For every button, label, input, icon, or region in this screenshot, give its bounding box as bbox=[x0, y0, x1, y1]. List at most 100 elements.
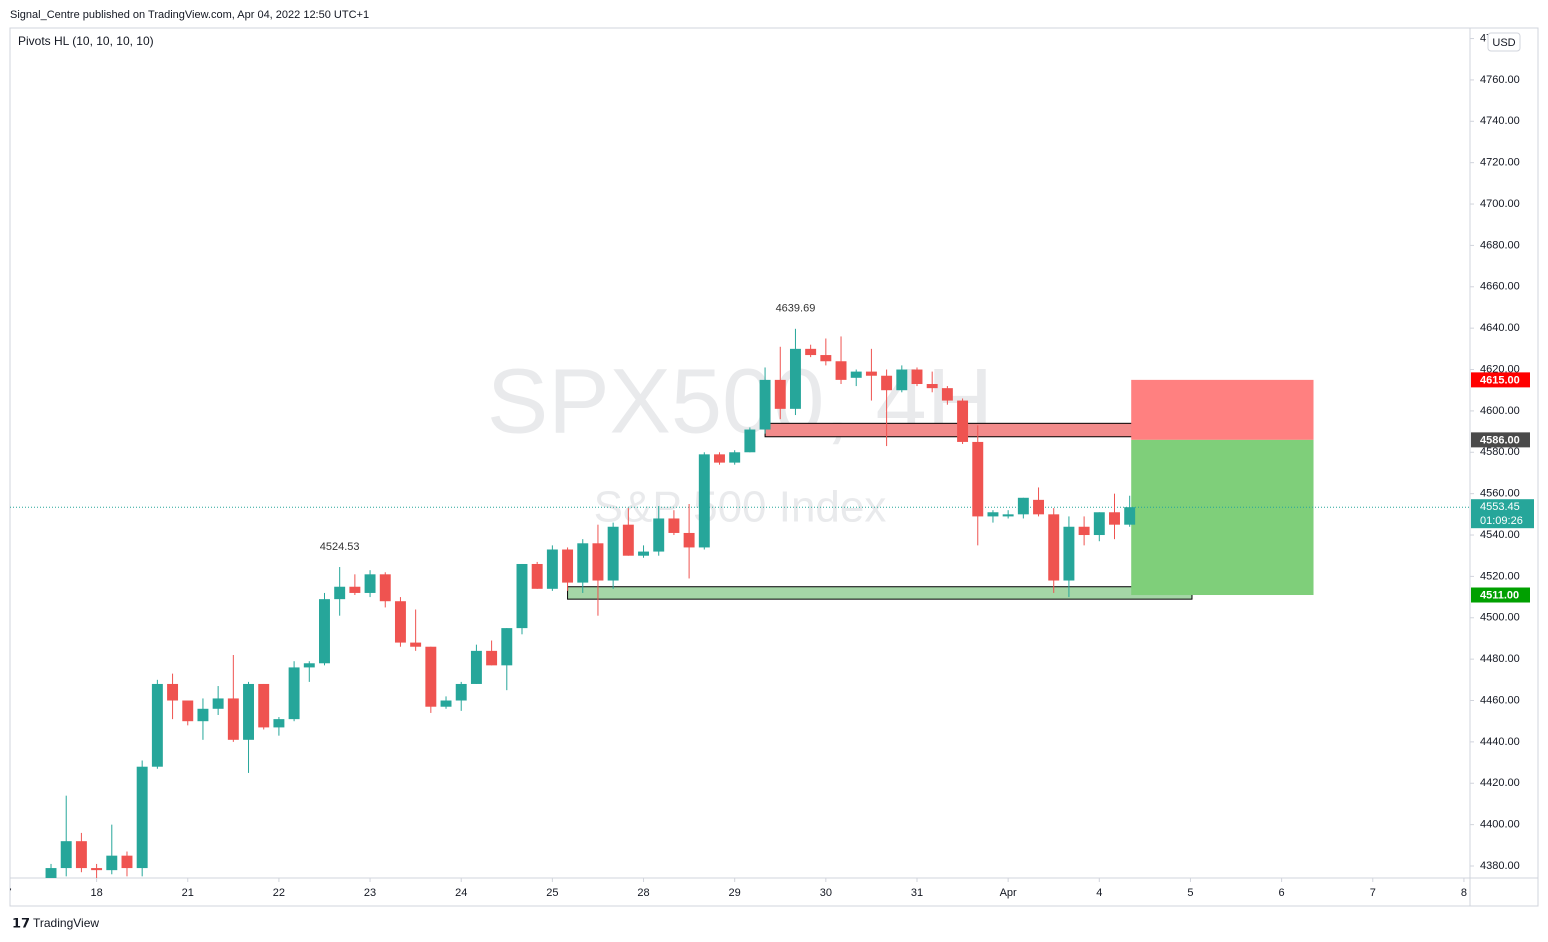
candle-body bbox=[136, 766, 148, 869]
candle-body bbox=[1124, 507, 1136, 525]
candle-body bbox=[273, 719, 285, 728]
candle-body bbox=[805, 348, 817, 356]
x-tick-label: 29 bbox=[729, 887, 741, 899]
candle-body bbox=[455, 683, 467, 701]
y-tick-label: 4420.00 bbox=[1480, 777, 1520, 789]
time-axis: 17 18 21 22 23 24 25 28 29 30 31 Apr 4 5 6 7 8 bbox=[0, 878, 1467, 899]
candle-body bbox=[364, 574, 376, 593]
currency-box bbox=[1487, 32, 1521, 52]
price-label: 4511.00 bbox=[1480, 589, 1519, 601]
y-tick-label: 4380.00 bbox=[1480, 860, 1520, 872]
x-tick-label: 5 bbox=[1187, 887, 1193, 899]
candle-body bbox=[91, 868, 103, 871]
candle-body bbox=[911, 369, 923, 385]
zone bbox=[764, 422, 1178, 438]
candle-body bbox=[531, 563, 543, 589]
x-tick-label: 8 bbox=[1461, 887, 1467, 899]
candle-body bbox=[1033, 499, 1045, 515]
candle-body bbox=[151, 683, 163, 767]
candle-body bbox=[698, 454, 710, 548]
candle-body bbox=[592, 543, 604, 581]
y-tick-label: 4400.00 bbox=[1480, 819, 1520, 831]
candle-body bbox=[729, 452, 741, 463]
y-tick-label: 4600.00 bbox=[1480, 405, 1520, 417]
y-tick-label: 4700.00 bbox=[1480, 198, 1520, 210]
candle-body bbox=[470, 650, 482, 684]
y-tick-label: 4720.00 bbox=[1480, 157, 1520, 169]
candle-body bbox=[850, 371, 862, 378]
candle-body bbox=[820, 355, 832, 362]
candle-body bbox=[106, 855, 118, 871]
candle-body bbox=[486, 650, 498, 666]
stop-area bbox=[1131, 379, 1314, 440]
y-tick-label: 4520.00 bbox=[1480, 570, 1520, 582]
logo-mark: 𝟭𝟳 bbox=[12, 915, 30, 930]
candle-body bbox=[425, 646, 437, 707]
x-tick-label: 28 bbox=[637, 887, 649, 899]
x-tick-label: 21 bbox=[182, 887, 194, 899]
x-tick-label: 18 bbox=[90, 887, 102, 899]
candle-body bbox=[1093, 512, 1105, 536]
candle-body bbox=[668, 518, 680, 533]
x-tick-label: 24 bbox=[455, 887, 467, 899]
candle-body bbox=[759, 379, 771, 430]
x-tick-label: 23 bbox=[364, 887, 376, 899]
candle-body bbox=[1078, 526, 1090, 536]
brand: TradingView bbox=[33, 916, 99, 930]
candle-body bbox=[45, 868, 57, 878]
candle-body bbox=[349, 586, 361, 593]
x-tick-label: 31 bbox=[911, 887, 923, 899]
candle-body bbox=[1017, 497, 1029, 515]
candle-body bbox=[121, 855, 133, 869]
candle-body bbox=[75, 841, 87, 869]
x-tick-label: Apr bbox=[1000, 887, 1017, 899]
pivot-label: 4639.69 bbox=[776, 303, 816, 315]
candle-body bbox=[516, 563, 528, 629]
x-tick-label: 4 bbox=[1096, 887, 1102, 899]
candle-body bbox=[835, 361, 847, 380]
price-label-box bbox=[1471, 587, 1530, 603]
y-tick-label: 4660.00 bbox=[1480, 281, 1520, 293]
candle-body bbox=[987, 512, 999, 517]
candle-body bbox=[394, 601, 406, 643]
candle-body bbox=[60, 841, 72, 869]
indicator-label: Pivots HL (10, 10, 10, 10) bbox=[18, 34, 154, 48]
candle-body bbox=[243, 683, 254, 740]
price-label-box bbox=[1471, 432, 1530, 448]
candle-body bbox=[1109, 512, 1120, 525]
y-tick-label: 4500.00 bbox=[1480, 612, 1520, 624]
x-tick-label: 25 bbox=[546, 887, 558, 899]
y-tick-label: 4460.00 bbox=[1480, 694, 1520, 706]
candle-body bbox=[546, 549, 558, 589]
price-axis: 4380.00 4400.00 4420.00 4440.00 4460.00 4480.… bbox=[1470, 32, 1534, 872]
candle-body bbox=[303, 663, 315, 668]
y-tick-label: 4580.00 bbox=[1480, 446, 1520, 458]
y-tick-label: 4640.00 bbox=[1480, 322, 1520, 334]
candle-body bbox=[714, 454, 725, 463]
candle-body bbox=[501, 628, 513, 666]
last-price-box bbox=[1471, 499, 1534, 529]
pivot-label: 4524.53 bbox=[320, 541, 360, 553]
candle-body bbox=[926, 384, 938, 389]
candle-body bbox=[941, 388, 953, 401]
y-tick-label: 4480.00 bbox=[1480, 653, 1520, 665]
x-tick-label: 7 bbox=[1370, 887, 1376, 899]
candle-body bbox=[653, 518, 665, 552]
candle-body bbox=[288, 667, 300, 720]
price-label: 4586.00 bbox=[1480, 434, 1520, 446]
candle-body bbox=[227, 698, 239, 740]
candle-body bbox=[972, 441, 984, 517]
candle-body bbox=[683, 532, 695, 548]
last-price: 4553.45 bbox=[1480, 501, 1520, 513]
candle-body bbox=[577, 543, 589, 583]
candle-body bbox=[212, 698, 224, 709]
candle-body bbox=[789, 348, 801, 409]
publisher: Signal_Centre published on TradingView.c… bbox=[10, 9, 369, 21]
y-tick-label: 4680.00 bbox=[1480, 239, 1520, 251]
x-tick-label: 17 bbox=[0, 887, 12, 899]
candle-body bbox=[638, 551, 649, 556]
candle-body bbox=[197, 708, 209, 722]
